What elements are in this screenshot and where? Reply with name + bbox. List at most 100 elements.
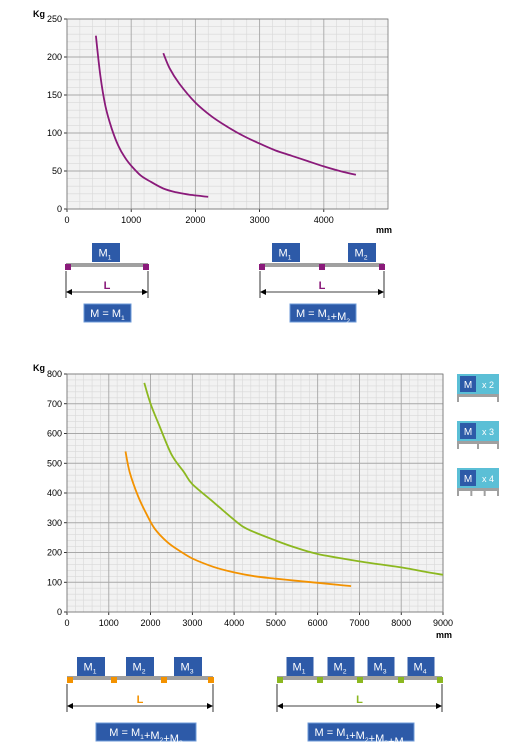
y-tick-label: 250	[47, 14, 62, 24]
formula-box	[83, 303, 132, 323]
mass-label: M3	[181, 662, 194, 676]
x-tick-label: 1000	[99, 618, 119, 628]
series-line-2	[124, 451, 352, 587]
length-label: L	[319, 280, 326, 292]
x-tick-label: 2000	[185, 215, 205, 225]
y-tick-label: 100	[47, 577, 62, 587]
beam-diagram-top_left: M1 L M = M1	[65, 243, 149, 323]
mass-box	[367, 657, 395, 676]
x-tick-label: 0	[64, 618, 69, 628]
y-tick-label: 500	[47, 458, 62, 468]
legend-support	[497, 444, 499, 449]
mass-label: M4	[414, 662, 427, 676]
formula-label: M = M1+M2+M3+M4	[315, 727, 408, 750]
formula-label: M = M1+M2	[296, 308, 350, 325]
x-tick-label: 0	[64, 215, 69, 225]
x-tick-label: 9000	[433, 618, 453, 628]
support-marker	[437, 677, 443, 683]
dimension-arrow	[142, 289, 148, 295]
support-marker	[208, 677, 214, 683]
y-tick-label: 700	[47, 399, 62, 409]
legend-mass-label: M	[464, 427, 472, 438]
plot-area	[67, 19, 388, 209]
mass-label: M2	[334, 662, 347, 676]
mass-box	[348, 243, 376, 262]
plot-frame	[66, 18, 389, 210]
legend-mass-label: M	[464, 380, 472, 391]
mass-box	[327, 657, 355, 676]
legend-mass-box	[460, 470, 476, 486]
y-tick-label: 600	[47, 429, 62, 439]
x-tick-label: 6000	[308, 618, 328, 628]
legend-beam	[457, 488, 499, 491]
x-tick-label: 3000	[182, 618, 202, 628]
support-marker	[259, 264, 265, 270]
support-marker	[277, 677, 283, 683]
support-marker	[379, 264, 385, 270]
mass-box	[272, 243, 300, 262]
length-label: L	[104, 280, 111, 292]
series-line-1	[143, 382, 444, 576]
mass-label: M1	[99, 248, 112, 262]
mass-box	[407, 657, 435, 676]
x-tick-label: 8000	[391, 618, 411, 628]
length-label: L	[137, 694, 144, 706]
mass-label: M1	[293, 662, 306, 676]
x-axis-title: mm	[436, 630, 452, 640]
x-tick-label: 4000	[224, 618, 244, 628]
legend-support	[483, 491, 486, 496]
x-tick-label: 2000	[141, 618, 161, 628]
chart-bottom: 0 1000 2000 3000 4000 5000 6000 7000 8000 9000 0 10…	[33, 363, 453, 640]
legend-multiplier: x 3	[482, 427, 494, 437]
legend-support	[477, 444, 479, 449]
formula-label: M = M1+M2+M3	[109, 727, 183, 747]
dimension-arrow	[207, 703, 213, 709]
x-axis-title: mm	[376, 225, 392, 235]
dimension-arrow	[378, 289, 384, 295]
beam-diagram-top_right: M1 M2 L M = M1+M2	[259, 243, 385, 325]
mass-label: M1	[279, 248, 292, 262]
legend-support	[497, 491, 499, 496]
legend-mass-box	[460, 423, 476, 439]
x-tick-label: 3000	[250, 215, 270, 225]
plot-frame	[66, 373, 444, 613]
legend-support	[457, 491, 459, 496]
mass-label: M3	[374, 662, 387, 676]
beam	[66, 263, 148, 267]
mass-box	[126, 657, 154, 676]
dimension-arrow	[260, 289, 266, 295]
dimension-arrow	[436, 703, 442, 709]
y-tick-label: 150	[47, 90, 62, 100]
support-marker	[398, 677, 404, 683]
support-marker	[317, 677, 323, 683]
mass-box	[174, 657, 202, 676]
mass-box	[77, 657, 105, 676]
y-axis-title: Kg	[33, 9, 45, 19]
series-line-2	[162, 52, 357, 176]
legend-beam	[457, 441, 499, 444]
legend-multiplier: x 2	[482, 380, 494, 390]
y-tick-label: 800	[47, 369, 62, 379]
y-tick-label: 200	[47, 548, 62, 558]
y-tick-label: 0	[57, 607, 62, 617]
series-line-1	[95, 35, 209, 198]
legend-support	[457, 444, 459, 449]
dimension-arrow	[67, 703, 73, 709]
x-tick-label: 7000	[349, 618, 369, 628]
x-tick-label: 1000	[121, 215, 141, 225]
y-tick-label: 0	[57, 204, 62, 214]
support-marker	[357, 677, 363, 683]
y-tick-label: 300	[47, 518, 62, 528]
x-tick-label: 4000	[314, 215, 334, 225]
mass-box	[286, 657, 314, 676]
dimension-arrow	[277, 703, 283, 709]
legend-support	[497, 397, 499, 402]
y-tick-label: 100	[47, 128, 62, 138]
mass-box	[92, 243, 120, 262]
legend-multiplier: x 4	[482, 474, 494, 484]
legend-support	[457, 397, 459, 402]
